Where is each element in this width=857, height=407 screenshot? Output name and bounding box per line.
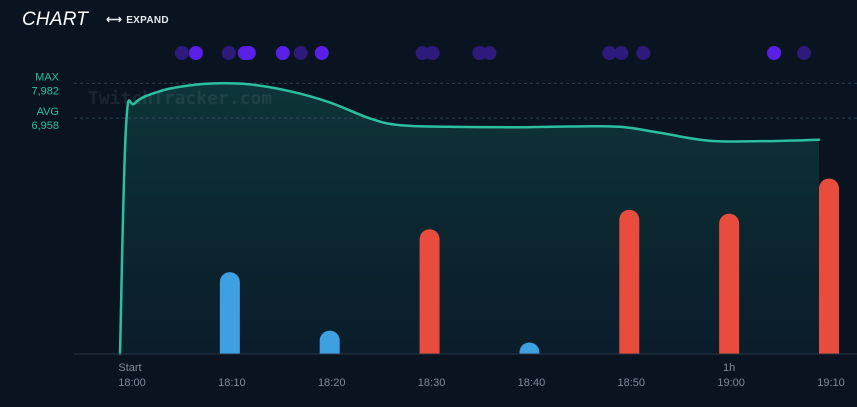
- double-arrow-horizontal-icon: ⟷: [106, 13, 123, 26]
- event-dot-15[interactable]: [767, 46, 782, 60]
- event-dot-10[interactable]: [472, 46, 487, 60]
- event-dot-7[interactable]: [314, 46, 329, 60]
- event-dot-2[interactable]: [221, 46, 236, 60]
- event-dot-9[interactable]: [425, 46, 440, 60]
- x-tick-sublabel-6: 1h: [723, 362, 735, 374]
- event-dot-13[interactable]: [614, 46, 629, 60]
- event-dot-16[interactable]: [797, 46, 812, 60]
- x-tick-label-6: 19:00: [717, 377, 745, 389]
- x-tick-label-7: 19:10: [817, 377, 845, 389]
- bar-0[interactable]: [219, 272, 240, 354]
- event-dot-11[interactable]: [482, 46, 497, 60]
- bar-5[interactable]: [719, 213, 740, 354]
- viewers-line: [118, 81, 821, 356]
- event-dot-12[interactable]: [602, 46, 617, 60]
- expand-label: EXPAND: [126, 14, 169, 26]
- reference-label-avg: AVG: [37, 106, 59, 118]
- watermark-text: TwitchTracker.com: [88, 88, 272, 109]
- event-dot-0[interactable]: [174, 46, 189, 60]
- x-tick-label-5: 18:50: [618, 377, 646, 389]
- event-dot-14[interactable]: [636, 46, 651, 60]
- x-tick-label-4: 18:40: [518, 377, 546, 389]
- viewers-area: [120, 83, 819, 354]
- bar-3[interactable]: [519, 342, 540, 355]
- x-tick-label-3: 18:30: [418, 377, 446, 389]
- reference-label-max: MAX: [35, 71, 60, 83]
- x-tick-label-0: 18:00: [118, 377, 146, 389]
- event-dot-4[interactable]: [241, 46, 256, 60]
- reference-value-avg: 6,958: [31, 120, 59, 132]
- bar-6[interactable]: [819, 178, 839, 355]
- event-dot-1[interactable]: [188, 46, 203, 60]
- event-dot-6[interactable]: [293, 46, 308, 60]
- x-tick-label-2: 18:20: [318, 377, 346, 389]
- x-tick-sublabel-0: Start: [118, 362, 141, 374]
- chart-title: CHART: [22, 9, 89, 30]
- reference-value-max: 7,982: [31, 85, 59, 97]
- chart-header: CHART ⟷ EXPAND: [22, 8, 169, 32]
- bar-2[interactable]: [419, 229, 440, 354]
- bar-4[interactable]: [619, 209, 640, 354]
- expand-button[interactable]: ⟷ EXPAND: [106, 13, 169, 26]
- event-dot-8[interactable]: [415, 46, 430, 60]
- bar-1[interactable]: [319, 330, 340, 354]
- event-dot-5[interactable]: [275, 46, 290, 60]
- x-tick-label-1: 18:10: [218, 377, 246, 389]
